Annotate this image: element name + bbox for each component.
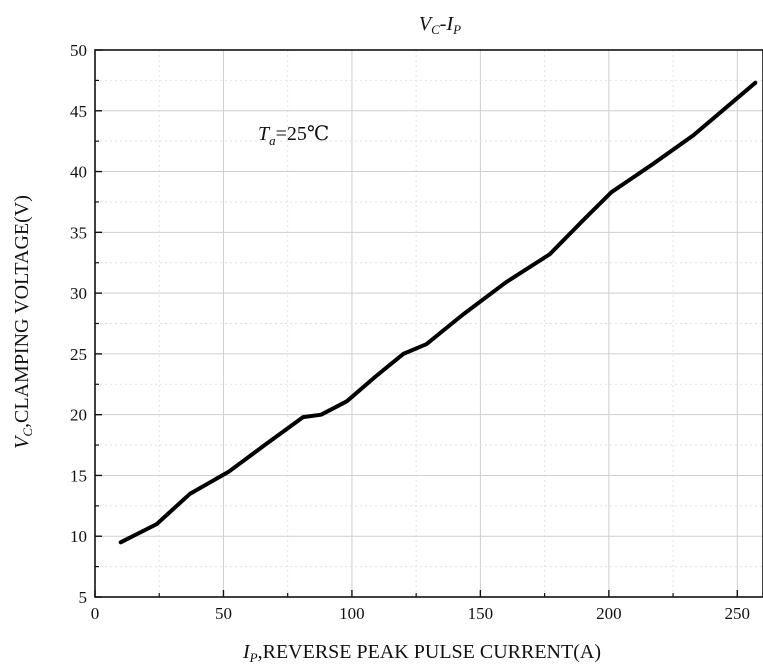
series-line-1 — [118, 80, 758, 545]
title-second: I — [445, 13, 454, 35]
title-main-sub: C — [431, 22, 440, 37]
x-axis-title-sub: P — [249, 650, 258, 665]
x-axis-title-text: ,REVERSE PEAK PULSE CURRENT(A) — [258, 641, 601, 663]
y-axis-title-symbol: V — [11, 434, 33, 449]
x-tick-label: 0 — [91, 604, 100, 623]
y-tick-label: 40 — [70, 163, 87, 182]
temperature-annotation: Ta=25℃ — [258, 123, 329, 148]
y-tick-label: 35 — [70, 223, 87, 242]
title-sep: - — [440, 13, 447, 35]
ticks: 0 50 100 150 200 250 5 10 15 20 25 30 35 40 45 50 — [70, 41, 750, 623]
y-tick-label: 45 — [70, 102, 87, 121]
x-tick-label: 250 — [725, 604, 751, 623]
x-tick-label: 50 — [215, 604, 232, 623]
y-axis-title: VC,CLAMPING VOLTAGE(V) — [11, 195, 35, 449]
y-tick-label: 30 — [70, 284, 87, 303]
x-axis-title: IP,REVERSE PEAK PULSE CURRENT(A) — [242, 641, 601, 665]
annotation-symbol: T — [258, 123, 271, 145]
y-tick-label: 15 — [70, 466, 87, 485]
y-tick-label: 50 — [70, 41, 87, 60]
title-second-sub: P — [452, 22, 461, 37]
y-tick-label: 20 — [70, 406, 87, 425]
y-tick-label: 5 — [79, 588, 88, 607]
annotation-text: =25℃ — [276, 123, 330, 145]
y-axis-title-sub: C — [20, 428, 35, 437]
x-axis-title-symbol: I — [242, 641, 251, 663]
annotation-sub: a — [269, 133, 276, 148]
plot-frame — [94, 49, 763, 598]
y-tick-label: 25 — [70, 345, 87, 364]
x-tick-label: 100 — [339, 604, 365, 623]
x-tick-label: 150 — [468, 604, 494, 623]
y-axis-title-text: ,CLAMPING VOLTAGE(V) — [11, 195, 33, 428]
x-tick-label: 200 — [596, 604, 622, 623]
grid-lines — [94, 49, 763, 598]
title-main: V — [419, 13, 434, 35]
chart-title: VC-IP — [419, 13, 461, 37]
y-tick-label: 10 — [70, 527, 87, 546]
series-layer — [118, 80, 758, 545]
